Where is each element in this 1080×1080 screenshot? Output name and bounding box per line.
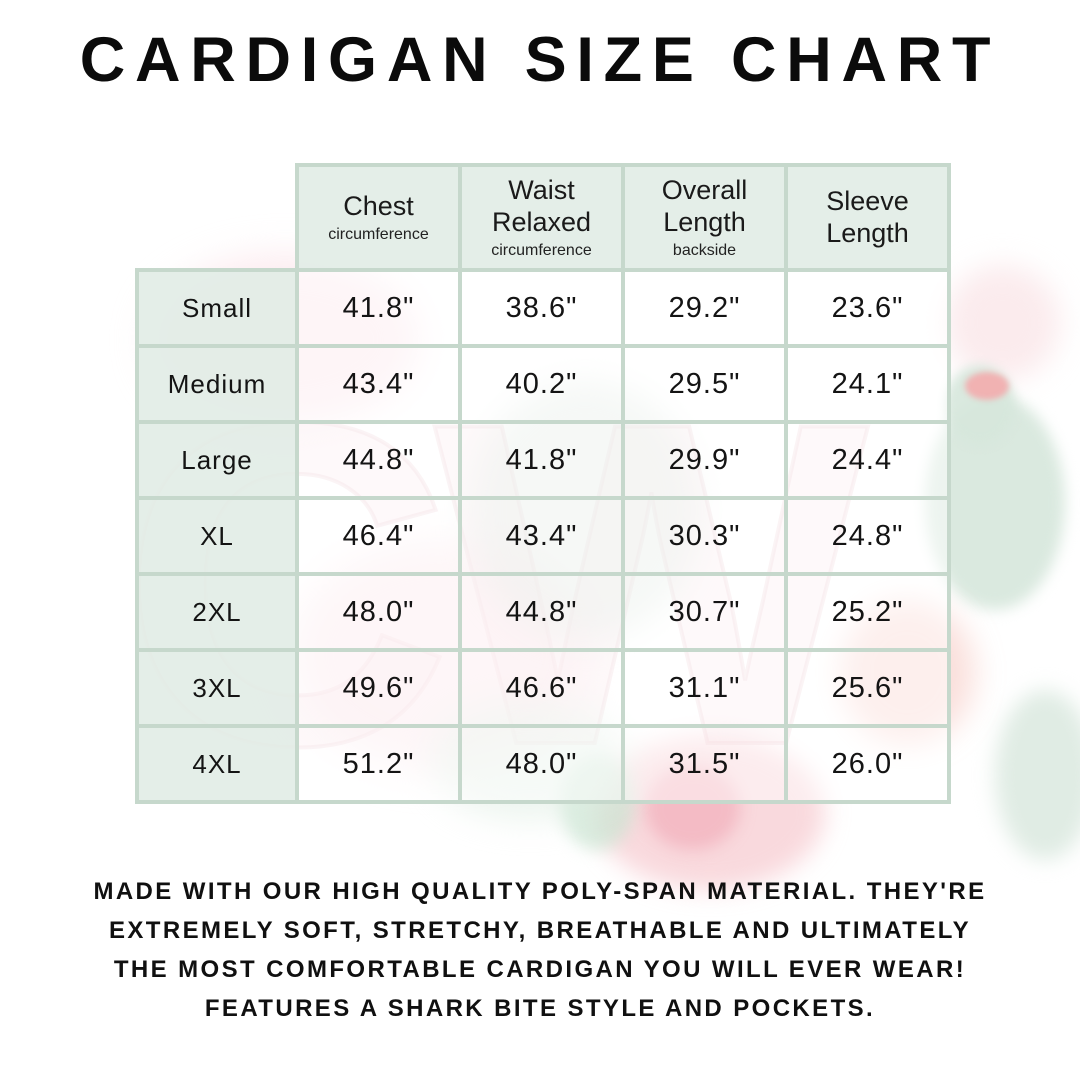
product-description: MADE WITH OUR HIGH QUALITY POLY-SPAN MAT… — [0, 872, 1080, 1028]
size-value-cell: 41.8" — [458, 420, 625, 500]
column-label: Sleeve Length — [826, 185, 909, 248]
table-row-4xl: 4XL 51.2" 48.0" 31.5" 26.0" — [135, 724, 951, 804]
watermark-cactus-pad — [945, 365, 1015, 445]
column-header-waist-relaxed: Waist Relaxed circumference — [458, 163, 625, 272]
size-value-cell: 23.6" — [784, 268, 951, 348]
description-line: THE MOST COMFORTABLE CARDIGAN YOU WILL E… — [113, 956, 967, 983]
column-label: Waist Relaxed — [491, 175, 592, 237]
size-chart-table: Chest circumference Waist Relaxed circum… — [135, 163, 951, 804]
watermark-cactus-flower — [965, 372, 1009, 400]
table-header-row: Chest circumference Waist Relaxed circum… — [137, 163, 951, 272]
row-label-2xl: 2XL — [135, 572, 299, 652]
size-value-cell: 25.6" — [784, 648, 951, 728]
size-value-cell: 29.2" — [621, 268, 788, 348]
size-value-cell: 51.2" — [295, 724, 462, 804]
size-value-cell: 41.8" — [295, 268, 462, 348]
column-sublabel: circumference — [491, 241, 592, 259]
table-row-xl: XL 46.4" 43.4" 30.3" 24.8" — [135, 496, 951, 576]
size-value-cell: 24.4" — [784, 420, 951, 500]
size-value-cell: 24.1" — [784, 344, 951, 424]
size-value-cell: 46.4" — [295, 496, 462, 576]
row-label-medium: Medium — [135, 344, 299, 424]
page-title: CARDIGAN SIZE CHART — [79, 25, 1001, 95]
size-value-cell: 40.2" — [458, 344, 625, 424]
size-value-cell: 48.0" — [458, 724, 625, 804]
size-value-cell: 29.5" — [621, 344, 788, 424]
column-label: Overall Length — [661, 175, 748, 237]
size-value-cell: 25.2" — [784, 572, 951, 652]
column-header-chest: Chest circumference — [295, 163, 462, 272]
size-value-cell: 44.8" — [458, 572, 625, 652]
table-row-2xl: 2XL 48.0" 44.8" 30.7" 25.2" — [135, 572, 951, 652]
column-sublabel: circumference — [328, 225, 429, 243]
table-row-large: Large 44.8" 41.8" 29.9" 24.4" — [135, 420, 951, 500]
table-row-small: Small 41.8" 38.6" 29.2" 23.6" — [135, 268, 951, 348]
size-value-cell: 46.6" — [458, 648, 625, 728]
size-value-cell: 31.5" — [621, 724, 788, 804]
row-label-3xl: 3XL — [135, 648, 299, 728]
size-value-cell: 38.6" — [458, 268, 625, 348]
watermark-blob-green — [995, 690, 1080, 860]
size-value-cell: 30.7" — [621, 572, 788, 652]
row-label-4xl: 4XL — [135, 724, 299, 804]
description-line: MADE WITH OUR HIGH QUALITY POLY-SPAN MAT… — [93, 878, 987, 905]
description-line: FEATURES A SHARK BITE STYLE AND POCKETS. — [204, 995, 876, 1022]
column-header-sleeve-length: Sleeve Length — [784, 163, 951, 272]
size-value-cell: 43.4" — [295, 344, 462, 424]
size-value-cell: 48.0" — [295, 572, 462, 652]
watermark-blob-pink — [945, 265, 1060, 380]
table-row-3xl: 3XL 49.6" 46.6" 31.1" 25.6" — [135, 648, 951, 728]
size-value-cell: 24.8" — [784, 496, 951, 576]
table-row-medium: Medium 43.4" 40.2" 29.5" 24.1" — [135, 344, 951, 424]
row-label-large: Large — [135, 420, 299, 500]
column-label: Chest — [343, 191, 414, 222]
description-line: EXTREMELY SOFT, STRETCHY, BREATHABLE AND… — [108, 917, 971, 944]
size-value-cell: 43.4" — [458, 496, 625, 576]
column-sublabel: backside — [672, 241, 737, 259]
row-label-small: Small — [135, 268, 299, 348]
size-value-cell: 31.1" — [621, 648, 788, 728]
size-value-cell: 44.8" — [295, 420, 462, 500]
empty-corner-cell — [137, 165, 297, 270]
column-header-overall-length: Overall Length backside — [621, 163, 788, 272]
row-label-xl: XL — [135, 496, 299, 576]
size-value-cell: 29.9" — [621, 420, 788, 500]
size-value-cell: 49.6" — [295, 648, 462, 728]
size-value-cell: 30.3" — [621, 496, 788, 576]
size-value-cell: 26.0" — [784, 724, 951, 804]
